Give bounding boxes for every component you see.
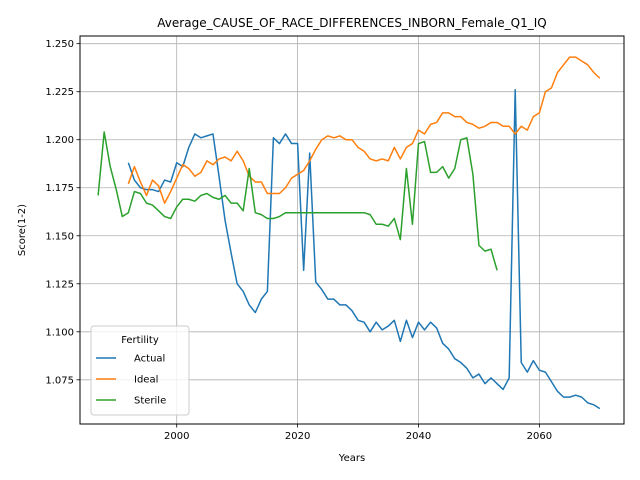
series-line-actual	[127, 89, 601, 410]
axis-ticks: 2000 2020 2040 2060 1.075 1.100 1.125 1.150 1.17…	[45, 39, 552, 442]
x-axis-label: Years	[338, 453, 365, 464]
plot-lines	[97, 56, 601, 410]
x-tick-label: 2020	[285, 431, 310, 442]
y-tick-label: 1.125	[45, 279, 74, 290]
legend-entries: Actual Ideal Sterile	[96, 354, 166, 407]
series-line-ideal	[127, 56, 601, 204]
legend-label-sterile: Sterile	[134, 396, 166, 407]
y-tick-label: 1.200	[45, 135, 74, 146]
y-tick-label: 1.175	[45, 183, 74, 194]
plot-frame	[79, 35, 625, 425]
x-tick-label: 2060	[527, 431, 552, 442]
y-tick-label: 1.075	[45, 375, 74, 386]
legend-label-actual: Actual	[134, 354, 165, 365]
y-tick-label: 1.100	[45, 327, 74, 338]
y-axis-label: Score(1-2)	[17, 204, 28, 256]
x-tick-label: 2000	[164, 431, 189, 442]
x-tick-label: 2040	[406, 431, 431, 442]
legend-title: Fertility	[121, 335, 159, 346]
chart-title: Average_CAUSE_OF_RACE_DIFFERENCES_INBORN…	[157, 16, 546, 30]
legend: Fertility Actual Ideal Sterile	[90, 325, 190, 416]
legend-box	[90, 325, 190, 416]
y-tick-label: 1.225	[45, 87, 74, 98]
y-tick-label: 1.150	[45, 231, 74, 242]
series-line-sterile	[97, 131, 498, 271]
y-tick-label: 1.250	[45, 39, 74, 50]
legend-label-ideal: Ideal	[134, 375, 158, 386]
